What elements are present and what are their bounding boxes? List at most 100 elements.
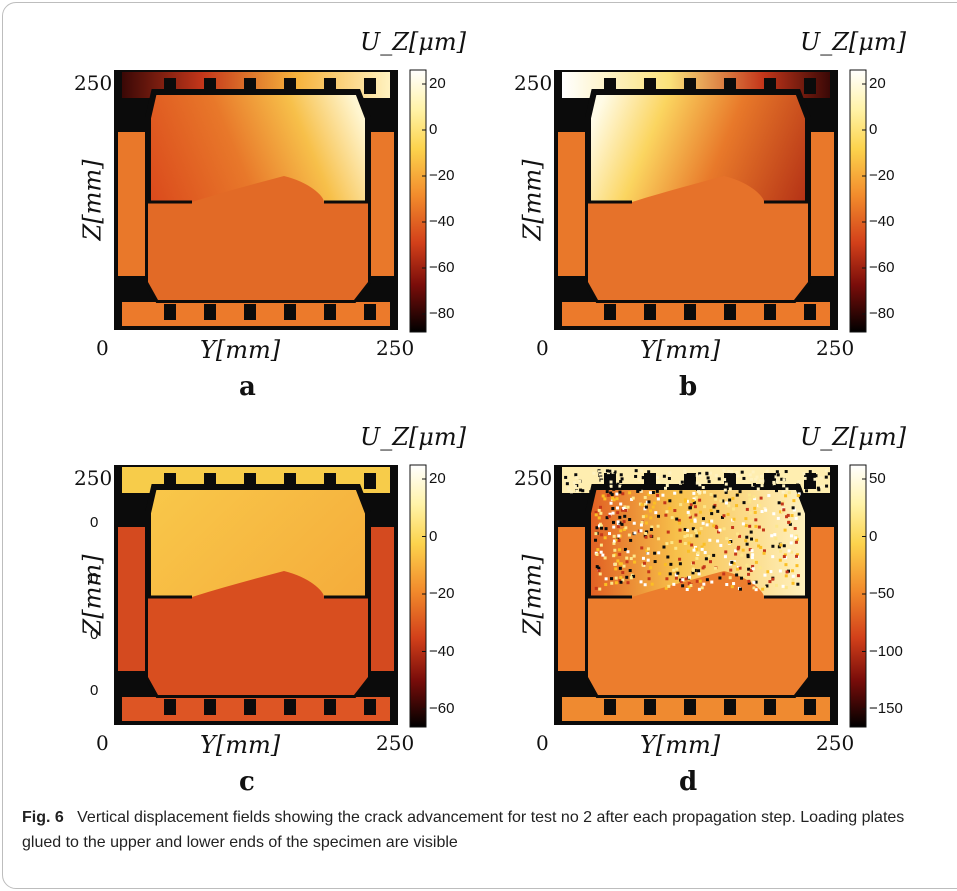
- glue-tab-bottom: [284, 699, 296, 715]
- specimen-lower-block: [588, 571, 808, 695]
- colorbar-tick-label: −20: [869, 167, 895, 184]
- colorbar-tick-label: −60: [429, 259, 455, 276]
- glue-tab-top: [684, 473, 696, 489]
- specimen-lower-block: [148, 571, 368, 695]
- colorbar-tick-label: −40: [429, 213, 455, 230]
- glue-tab-bottom: [604, 699, 616, 715]
- colorbar-title: U_Z[μm]: [800, 28, 906, 56]
- glue-tab-top: [684, 78, 696, 94]
- x-tick-min: 0: [536, 731, 549, 755]
- glue-tab-bottom: [324, 304, 336, 320]
- x-tick-min: 0: [96, 731, 109, 755]
- specimen-lower-block: [148, 176, 368, 300]
- glue-tab-top: [644, 78, 656, 94]
- glue-tab-bottom: [364, 304, 376, 320]
- glue-tab-top: [204, 473, 216, 489]
- colorbar: [409, 464, 427, 728]
- glue-tab-bottom: [604, 304, 616, 320]
- glue-tab-top: [284, 78, 296, 94]
- x-axis-label: Y[mm]: [640, 336, 721, 364]
- y-axis-label: Z[mm]: [78, 554, 107, 636]
- colorbar-tick-label: 0: [869, 121, 878, 138]
- glue-tab-bottom: [244, 304, 256, 320]
- glue-tab-bottom: [804, 304, 816, 320]
- colorbar-tick-label: −40: [429, 642, 455, 660]
- glue-tab-bottom: [644, 304, 656, 320]
- stray-y-tick: 0: [90, 570, 99, 587]
- colorbar-tick-label: −80: [869, 305, 895, 322]
- caption-text: Vertical displacement fields showing the…: [22, 809, 905, 851]
- glue-tab-bottom: [764, 304, 776, 320]
- glue-tab-bottom: [724, 699, 736, 715]
- glue-tab-top: [164, 473, 176, 489]
- x-tick-min: 0: [96, 336, 109, 360]
- displacement-field-b: [554, 69, 867, 333]
- colorbar: [849, 69, 867, 333]
- figure-caption: Fig. 6 Vertical displacement fields show…: [22, 805, 942, 855]
- colorbar-tick-label: −20: [429, 167, 455, 184]
- panel-letter: a: [239, 372, 256, 402]
- glue-tab-bottom: [804, 699, 816, 715]
- displacement-field-a: [114, 69, 427, 333]
- field-map: [114, 465, 398, 725]
- field-map: [554, 70, 838, 330]
- glue-tab-top: [804, 78, 816, 94]
- colorbar-tick-label: 20: [429, 470, 446, 487]
- colorbar-tick-label: 20: [869, 75, 886, 92]
- noise-speckle: [564, 469, 831, 592]
- x-tick-max: 250: [816, 336, 855, 360]
- displacement-field-d: [554, 464, 867, 728]
- colorbar-tick-label: 0: [429, 527, 438, 545]
- glue-tab-bottom: [724, 304, 736, 320]
- colorbar-tick-label: −50: [869, 585, 895, 602]
- colorbar: [849, 464, 867, 728]
- glue-tab-bottom: [764, 699, 776, 715]
- panel-letter: d: [679, 767, 698, 797]
- field-map: [114, 70, 398, 330]
- panel-c: 20 0 −20 −40 −60 U_Z[μm] Z[mm] Y[mm] 0 250 250 c 0 0 0…: [0, 395, 466, 795]
- glue-tab-bottom: [684, 699, 696, 715]
- field-map: [554, 465, 838, 725]
- left-side-plate: [558, 132, 588, 276]
- colorbar-tick-label: −100: [869, 642, 903, 660]
- y-tick-max: 250: [514, 71, 553, 95]
- x-tick-max: 250: [376, 731, 415, 755]
- x-axis-label: Y[mm]: [200, 336, 281, 364]
- glue-tab-bottom: [164, 304, 176, 320]
- x-tick-min: 0: [536, 336, 549, 360]
- colorbar-tick-label: −150: [869, 700, 903, 717]
- y-axis-label: Z[mm]: [78, 159, 107, 241]
- glue-tab-bottom: [364, 699, 376, 715]
- colorbar-tick-label: 20: [429, 75, 446, 92]
- panel-letter: c: [239, 767, 255, 797]
- stray-y-tick: 0: [90, 514, 99, 531]
- glue-tab-top: [364, 78, 376, 94]
- stray-y-tick: 0: [90, 682, 99, 699]
- glue-tab-top: [204, 78, 216, 94]
- colorbar-tick-label: 0: [869, 527, 878, 545]
- y-tick-max: 250: [74, 466, 113, 490]
- glue-tab-top: [764, 78, 776, 94]
- x-axis-label: Y[mm]: [640, 731, 721, 759]
- displacement-field-c: [114, 464, 427, 728]
- x-axis-label: Y[mm]: [200, 731, 281, 759]
- specimen-lower-block: [588, 176, 808, 300]
- colorbar-tick-label: −80: [429, 305, 455, 322]
- stray-y-tick: 0: [90, 626, 99, 643]
- y-axis-label: Z[mm]: [518, 159, 547, 241]
- glue-tab-bottom: [244, 699, 256, 715]
- colorbar-tick-label: −40: [869, 213, 895, 230]
- y-tick-max: 250: [74, 71, 113, 95]
- glue-tab-bottom: [684, 304, 696, 320]
- glue-tab-bottom: [204, 304, 216, 320]
- glue-tab-top: [284, 473, 296, 489]
- panel-b: 20 0 −20 −40 −60 −80 U_Z[μm] Z[mm] Y[mm] 0 250 250 b: [440, 0, 906, 400]
- glue-tab-top: [324, 473, 336, 489]
- colorbar-title: U_Z[μm]: [360, 28, 466, 56]
- glue-tab-bottom: [164, 699, 176, 715]
- glue-tab-top: [244, 78, 256, 94]
- colorbar-tick-label: −60: [869, 259, 895, 276]
- caption-label: Fig. 6: [22, 809, 64, 826]
- colorbar-tick-label: −60: [429, 700, 455, 717]
